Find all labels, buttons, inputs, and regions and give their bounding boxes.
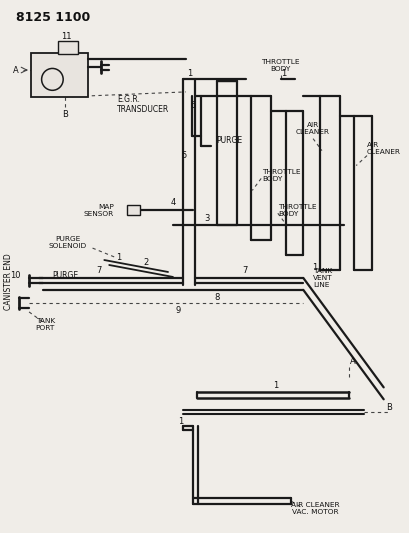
Bar xyxy=(58,41,78,54)
Text: PURGE: PURGE xyxy=(216,136,242,145)
Text: MAP
SENSOR: MAP SENSOR xyxy=(84,204,114,217)
Text: THROTTLE
BODY: THROTTLE BODY xyxy=(261,169,300,182)
Text: 1: 1 xyxy=(187,69,192,77)
Text: 7: 7 xyxy=(97,266,102,276)
Text: B: B xyxy=(386,403,391,412)
Text: 1: 1 xyxy=(272,381,278,390)
Text: PURGE
SOLENOID: PURGE SOLENOID xyxy=(49,236,87,248)
Text: TANK
VENT
LINE: TANK VENT LINE xyxy=(312,268,332,288)
Text: 5: 5 xyxy=(181,151,186,160)
Text: AIR
CLEANER: AIR CLEANER xyxy=(366,142,400,155)
Circle shape xyxy=(42,68,63,90)
Text: 6: 6 xyxy=(190,101,196,110)
Text: 1: 1 xyxy=(116,253,121,262)
Text: B: B xyxy=(62,110,68,119)
Text: THROTTLE
BODY: THROTTLE BODY xyxy=(277,204,316,217)
Text: CANISTER END: CANISTER END xyxy=(4,254,13,310)
Text: 8: 8 xyxy=(214,293,219,302)
Bar xyxy=(126,205,139,215)
Text: E.G.R.
TRANSDUCER: E.G.R. TRANSDUCER xyxy=(117,95,169,114)
Text: 3: 3 xyxy=(204,214,209,223)
Text: 1: 1 xyxy=(178,417,183,426)
Text: 1: 1 xyxy=(281,69,285,77)
Text: 2: 2 xyxy=(144,257,149,266)
Text: 11: 11 xyxy=(61,31,71,41)
Text: A: A xyxy=(348,357,354,366)
Text: 9: 9 xyxy=(175,306,180,315)
Text: 1: 1 xyxy=(312,263,317,272)
Text: PURGE: PURGE xyxy=(52,271,78,280)
Text: THROTTLE
BODY: THROTTLE BODY xyxy=(261,59,299,71)
Text: AIR CLEANER
VAC. MOTOR: AIR CLEANER VAC. MOTOR xyxy=(290,502,339,515)
Text: TANK
PORT: TANK PORT xyxy=(36,318,55,331)
Text: AIR
CLEANER: AIR CLEANER xyxy=(295,122,329,135)
Text: 10: 10 xyxy=(11,271,21,280)
Text: 8125 1100: 8125 1100 xyxy=(16,11,90,24)
Bar xyxy=(31,53,88,97)
Text: 7: 7 xyxy=(241,266,247,276)
Text: 4: 4 xyxy=(170,198,175,207)
Text: A: A xyxy=(13,66,19,75)
